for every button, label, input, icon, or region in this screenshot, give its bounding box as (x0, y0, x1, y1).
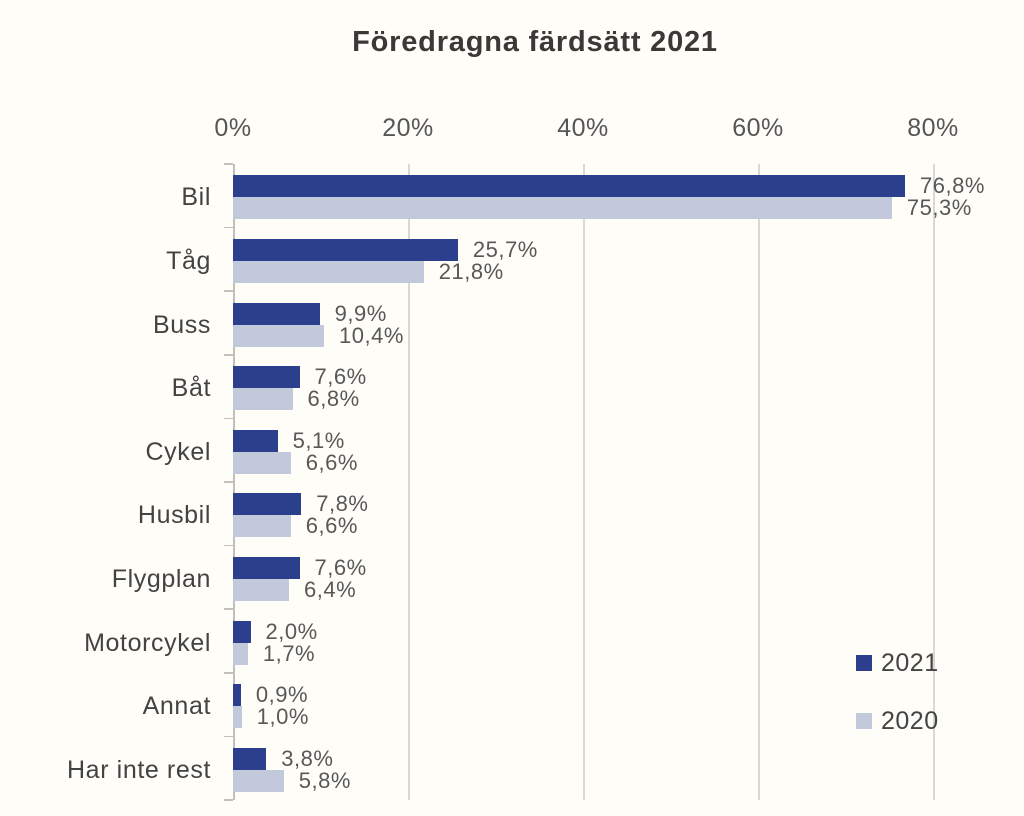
axis-tick (224, 735, 233, 738)
axis-tick (224, 672, 233, 674)
category-axis-line (233, 164, 235, 800)
chart-title: Föredragna färdsätt 2021 (352, 26, 718, 58)
bar-2021 (233, 620, 251, 643)
x-axis-tick-label: 40% (557, 114, 609, 142)
bar-2020 (233, 769, 284, 792)
value-label-2020: 6,8% (307, 386, 360, 412)
axis-tick (224, 544, 233, 547)
bar-2020 (233, 578, 289, 601)
category-label: Motorcykel (84, 628, 211, 657)
bar-2021 (233, 556, 300, 579)
bar-2020 (233, 197, 892, 220)
value-label-2021: 5,1% (292, 427, 345, 453)
value-label-2021: 7,6% (314, 554, 367, 580)
value-label-2021: 76,8% (920, 173, 985, 199)
bar-2021 (233, 366, 300, 389)
x-axis-tick-label: 0% (214, 114, 252, 142)
bar-2021 (233, 493, 302, 516)
category-label: Tåg (166, 246, 211, 275)
axis-tick (224, 226, 233, 229)
gridline (583, 164, 585, 800)
value-label-2020: 10,4% (339, 322, 404, 348)
value-label-2021: 25,7% (472, 236, 538, 262)
bar-2020 (233, 706, 242, 729)
category-label: Husbil (137, 501, 211, 530)
bar-2021 (233, 302, 320, 325)
axis-tick (224, 354, 233, 356)
bar-2020 (233, 324, 324, 347)
axis-tick (224, 799, 233, 801)
bar-2021 (233, 238, 458, 261)
bar-2020 (233, 388, 293, 411)
gridline (408, 164, 410, 800)
category-label: Bil (181, 183, 211, 212)
axis-tick (224, 163, 233, 165)
x-axis-tick-label: 20% (382, 114, 434, 142)
bar-2020 (233, 642, 248, 665)
value-label-2020: 6,6% (305, 513, 358, 539)
category-label: Båt (171, 374, 211, 403)
category-label: Har inte rest (67, 755, 211, 784)
value-label-2021: 2,0% (265, 618, 318, 644)
category-label: Flygplan (111, 564, 211, 593)
legend-swatch-2021 (856, 655, 872, 671)
bar-2020 (233, 260, 424, 283)
gridline (933, 164, 935, 800)
axis-tick (224, 481, 233, 483)
value-label-2020: 75,3% (906, 195, 972, 221)
value-label-2020: 1,0% (256, 704, 309, 730)
category-label: Annat (142, 692, 211, 721)
bar-2021 (233, 175, 905, 198)
category-label: Cykel (145, 437, 211, 466)
axis-tick (224, 608, 233, 610)
gridline (758, 164, 760, 800)
axis-tick (224, 417, 233, 420)
value-label-2021: 7,6% (314, 364, 367, 390)
value-label-2021: 3,8% (281, 745, 334, 771)
bar-2021 (233, 747, 267, 770)
legend-item: 2021 (856, 648, 939, 678)
bar-2020 (233, 515, 291, 538)
bar-2020 (233, 451, 291, 474)
value-label-2020: 21,8% (438, 258, 504, 284)
value-label-2021: 9,9% (334, 300, 387, 326)
legend-label: 2020 (881, 706, 939, 735)
legend-item: 2020 (856, 706, 939, 736)
bar-2021 (233, 429, 278, 452)
legend-swatch-2020 (856, 713, 872, 729)
value-label-2020: 6,4% (304, 576, 357, 602)
value-label-2021: 0,9% (255, 682, 309, 708)
x-axis-tick-label: 80% (907, 114, 959, 142)
legend-label: 2021 (881, 648, 939, 677)
bar-2021 (233, 684, 241, 707)
category-label: Buss (153, 310, 211, 339)
axis-tick (224, 290, 233, 292)
value-label-2020: 5,8% (298, 767, 351, 793)
value-label-2020: 1,7% (262, 640, 316, 666)
x-axis-tick-label: 60% (732, 114, 784, 142)
value-label-2020: 6,6% (305, 449, 358, 475)
value-label-2021: 7,8% (316, 491, 369, 517)
